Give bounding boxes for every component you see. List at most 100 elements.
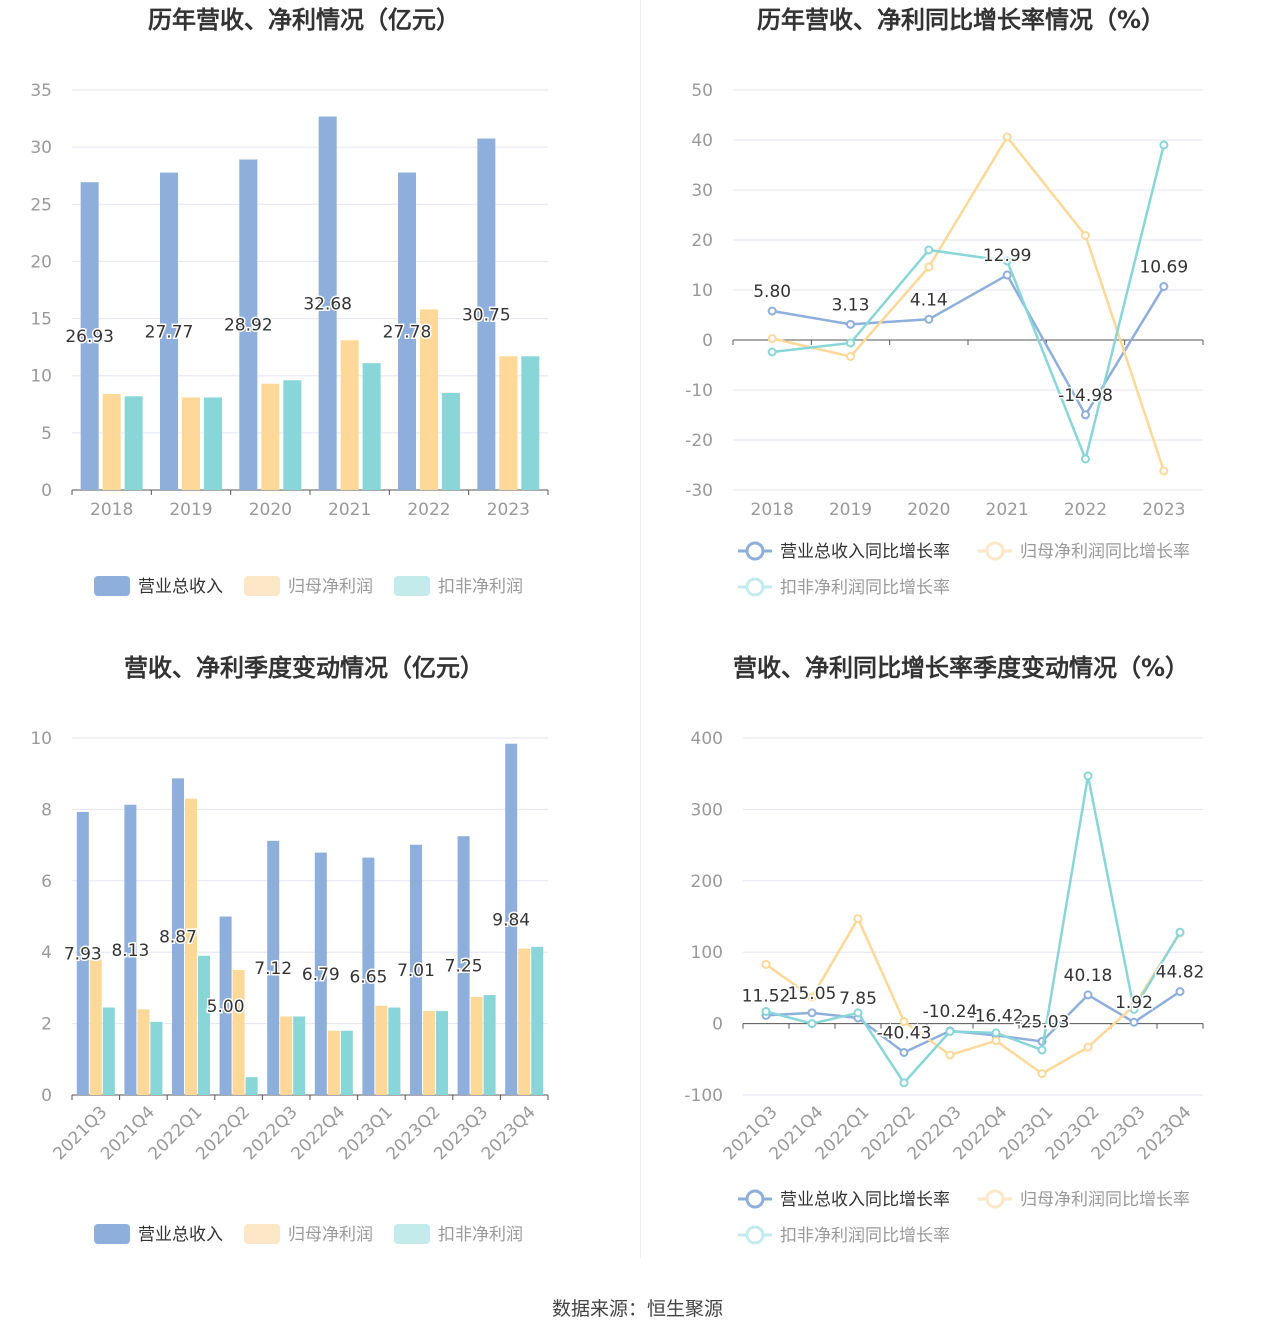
data-point [1129, 1004, 1139, 1014]
series-line [771, 134, 1166, 472]
y-tick-label: 10 [691, 281, 713, 301]
data-point [1083, 1042, 1093, 1052]
chart-title: 历年营收、净利同比增长率情况（%） [757, 6, 1165, 34]
data-label: 12.99 [983, 246, 1032, 266]
data-point [1081, 231, 1090, 240]
y-tick-label: 10 [30, 729, 52, 749]
x-tick-label: 2022 [407, 500, 450, 520]
data-label: 11.52 [742, 986, 791, 1006]
y-tick-label: -100 [684, 1086, 723, 1106]
data-point [991, 1036, 1001, 1046]
series-line [771, 273, 1165, 418]
bar-deducted-profit [245, 1077, 258, 1095]
data-label: 1.92 [1115, 993, 1153, 1013]
bar-deducted-profit [293, 1016, 306, 1095]
data-point [853, 914, 863, 924]
chart-svg: 历年营收、净利同比增长率情况（%） -30 -20 -10 0 10 20 30 40 50 201… [685, 6, 1204, 598]
bar-parent-profit [470, 996, 483, 1095]
bar-revenue [398, 172, 416, 490]
legend-label: 扣非净利润同比增长率 [780, 578, 950, 598]
legend-label: 扣非净利润同比增长率 [780, 1226, 950, 1246]
y-tick-label: 50 [691, 81, 713, 101]
bar-parent-profit [261, 383, 280, 490]
data-label: 9.84 [492, 910, 530, 930]
y-tick-label: 35 [30, 81, 52, 101]
y-tick-label: 10 [30, 367, 52, 387]
quarterly-growth-rate-chart: 营收、净利同比增长率季度变动情况（%） -100 0 100 200 300 400 2021… [638, 648, 1275, 1296]
data-point [1083, 990, 1093, 1000]
bar-deducted-profit [102, 1007, 115, 1095]
data-point [767, 347, 777, 357]
y-tick-label: 30 [691, 181, 713, 201]
data-point [761, 959, 771, 969]
data-point [846, 338, 855, 348]
data-label: 6.79 [302, 965, 340, 985]
data-label: 7.12 [254, 959, 292, 979]
bar-revenue [124, 804, 137, 1095]
data-point [767, 306, 777, 316]
data-label: 44.82 [1156, 963, 1205, 983]
data-point [1159, 140, 1169, 150]
data-label: 5.80 [753, 282, 791, 302]
legend-swatch [244, 1224, 280, 1244]
y-tick-label: 0 [712, 1015, 723, 1035]
bar-deducted-profit [124, 396, 143, 490]
y-tick-label: 25 [30, 195, 52, 215]
data-point [853, 1008, 863, 1018]
series-line [765, 915, 1182, 1076]
data-point [899, 1047, 909, 1057]
x-tick-label: 2020 [249, 500, 292, 520]
legend-marker [745, 577, 765, 597]
y-tick-label: 20 [30, 252, 52, 272]
bar-deducted-profit [362, 363, 381, 490]
data-label: 6.65 [349, 967, 387, 987]
y-tick-label: 5 [41, 424, 52, 444]
bar-revenue [267, 840, 280, 1095]
legend-marker [745, 1189, 765, 1209]
legend-swatch [394, 1224, 430, 1244]
bar-deducted-profit [283, 380, 302, 490]
series-line [772, 144, 1166, 464]
y-tick-label: 0 [41, 481, 52, 501]
x-tick-label: 2021 [328, 500, 371, 520]
bar-revenue [477, 138, 496, 491]
legend-marker [985, 1189, 1005, 1209]
bar-parent-profit [375, 1005, 388, 1095]
legend-label: 归母净利润 [288, 577, 373, 597]
bar-parent-profit [518, 948, 531, 1095]
data-label: 28.92 [224, 316, 273, 336]
data-point [991, 1028, 1001, 1038]
bar-parent-profit [182, 397, 200, 490]
x-tick-label: 2019 [829, 500, 872, 520]
bar-parent-profit [89, 959, 102, 1095]
quarterly-revenue-profit-chart: 营收、净利季度变动情况（亿元） 0 2 4 6 8 10 2021Q3 2021Q4 2022Q1… [0, 648, 637, 1296]
x-tick-label: 2018 [751, 500, 794, 520]
data-point [1083, 771, 1093, 781]
y-tick-label: -20 [685, 431, 713, 451]
bar-deducted-profit [521, 356, 540, 490]
legend-label: 营业总收入 [138, 577, 223, 597]
data-label: 8.87 [159, 928, 197, 948]
legend-marker [745, 1225, 765, 1245]
data-point [1002, 132, 1012, 142]
chart-svg: 营收、净利同比增长率季度变动情况（%）-10001002003004002021… [684, 654, 1205, 1246]
chart-title: 历年营收、净利情况（亿元） [148, 6, 460, 34]
data-label: 3.13 [832, 295, 870, 315]
bar-deducted-profit [198, 955, 210, 1095]
data-point [807, 992, 817, 1002]
bar-parent-profit [327, 1030, 340, 1095]
data-point [1175, 987, 1185, 997]
data-point [899, 1078, 909, 1088]
bar-revenue [80, 182, 99, 490]
bar-parent-profit [499, 356, 518, 490]
data-point [1159, 282, 1169, 292]
bar-parent-profit [185, 798, 197, 1095]
legend-label: 归母净利润同比增长率 [1020, 1190, 1190, 1210]
data-label: 4.14 [910, 290, 948, 310]
y-tick-label: 20 [691, 231, 713, 251]
data-point [1037, 1045, 1047, 1055]
bar-revenue [160, 172, 178, 490]
annual-revenue-profit-chart: 历年营收、净利情况（亿元） 0 5 10 15 20 25 30 35 2018 2019 2020 2… [0, 0, 637, 648]
data-point [924, 262, 934, 272]
bar-revenue [362, 857, 375, 1095]
